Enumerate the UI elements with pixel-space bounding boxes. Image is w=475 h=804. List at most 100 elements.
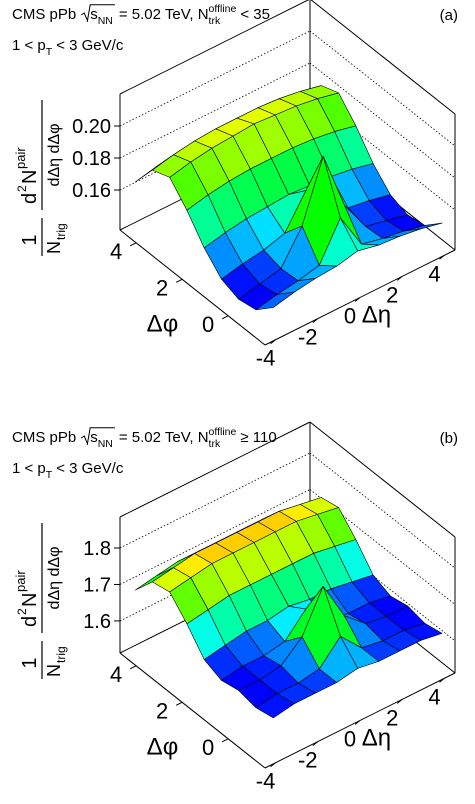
x-tick-label: 2 [386,282,398,307]
z-title-part: N [44,241,64,254]
y-axis [119,229,266,346]
x-tick [396,275,403,281]
y-axis [119,652,266,769]
title-superscript: offline [209,3,237,15]
surface-cell [255,693,295,719]
y-tick [129,242,137,247]
title-text: s [90,429,98,446]
x-tick [439,677,445,683]
x-tick [439,254,445,260]
x-tick-label: 2 [386,705,398,730]
title-text: CMS pPb [12,429,76,446]
z-title-part: d [19,616,41,627]
title-text: ≥ 110 [240,429,276,446]
box-edge [310,0,456,115]
title-text: < 3 GeV/c [56,460,124,477]
y-tick-label: 4 [110,239,122,264]
box-edge [119,0,310,95]
grid-line [119,489,311,585]
z-tick-label: 0.18 [72,148,111,170]
z-title-part: trig [54,223,68,240]
y-axis-title: Δφ [147,310,179,337]
x-tick-label: -2 [298,748,318,773]
y-tick-label: 0 [202,735,214,760]
x-tick-label: 0 [344,727,356,752]
grid-line [119,452,311,549]
title-text: < 3 GeV/c [56,37,124,54]
grid-line [309,452,456,569]
x-tick-label: -4 [256,346,276,371]
z-title-part: trig [54,646,68,663]
grid-line [309,489,456,605]
z-title-part: 2 [15,185,29,192]
title-text: s [90,6,98,23]
title-text: CMS pPb [12,6,76,23]
box-edge [119,421,311,518]
x-axis-title: Δη [362,301,391,328]
radical [80,12,88,21]
x-tick [312,741,319,747]
z-tick-label: 1.7 [83,574,111,596]
x-tick [396,698,403,704]
y-tick [129,665,137,670]
x-tick-label: 4 [428,261,440,286]
y-tick-label: 2 [156,698,168,723]
y-tick [221,738,229,743]
z-tick-label: 0.16 [72,180,111,202]
y-tick-label: 4 [110,662,122,687]
title-subscript: trk [209,15,221,27]
x-tick [354,297,361,302]
x-tick-label: -4 [256,769,276,794]
z-title-part: N [44,664,64,677]
radical [86,4,115,23]
x-axis-title: Δη [362,724,391,751]
title-subscript: T [46,46,53,58]
x-tick [270,762,276,768]
z-title-part: dΔη dΔφ [46,547,63,610]
z-title-part: pair [13,147,28,169]
z-title-part: d [19,193,41,204]
grid-line [309,30,456,147]
grid-line [119,62,311,159]
radical [80,435,88,444]
box-edge [309,421,456,538]
y-axis-title: Δφ [147,733,179,760]
title-text: = 5.02 TeV, N [119,6,209,23]
panel-label: (b) [440,430,458,447]
title-text: = 5.02 TeV, N [119,429,209,446]
z-tick-label: 1.6 [83,611,111,633]
z-title-part: 1 [19,234,41,245]
radical [86,427,115,446]
x-tick-label: 0 [344,304,356,329]
y-tick [175,701,183,706]
grid-line [309,525,456,642]
y-tick [221,315,229,320]
title-subscript: NN [98,15,113,27]
x-tick-label: -2 [298,325,318,350]
title-superscript: offline [209,426,237,438]
y-tick-label: 2 [156,275,168,300]
title-subscript: trk [209,438,221,450]
z-title-part: dΔη dΔφ [46,124,63,187]
grid-line [309,62,456,179]
title-text: < 35 [240,6,270,23]
title-subscript: NN [98,438,113,450]
x-tick [312,318,319,324]
x-tick [270,339,276,345]
z-title-part: 1 [19,657,41,668]
y-tick-label: 0 [202,312,214,337]
title-text: 1 < p [12,460,46,477]
z-title-part: N [19,170,41,184]
z-title-part: pair [13,570,28,592]
panel-label: (a) [440,7,458,24]
title-text: 1 < p [12,37,46,54]
x-tick [354,720,361,725]
x-tick-label: 4 [428,684,440,709]
z-title-part: 2 [15,608,29,615]
